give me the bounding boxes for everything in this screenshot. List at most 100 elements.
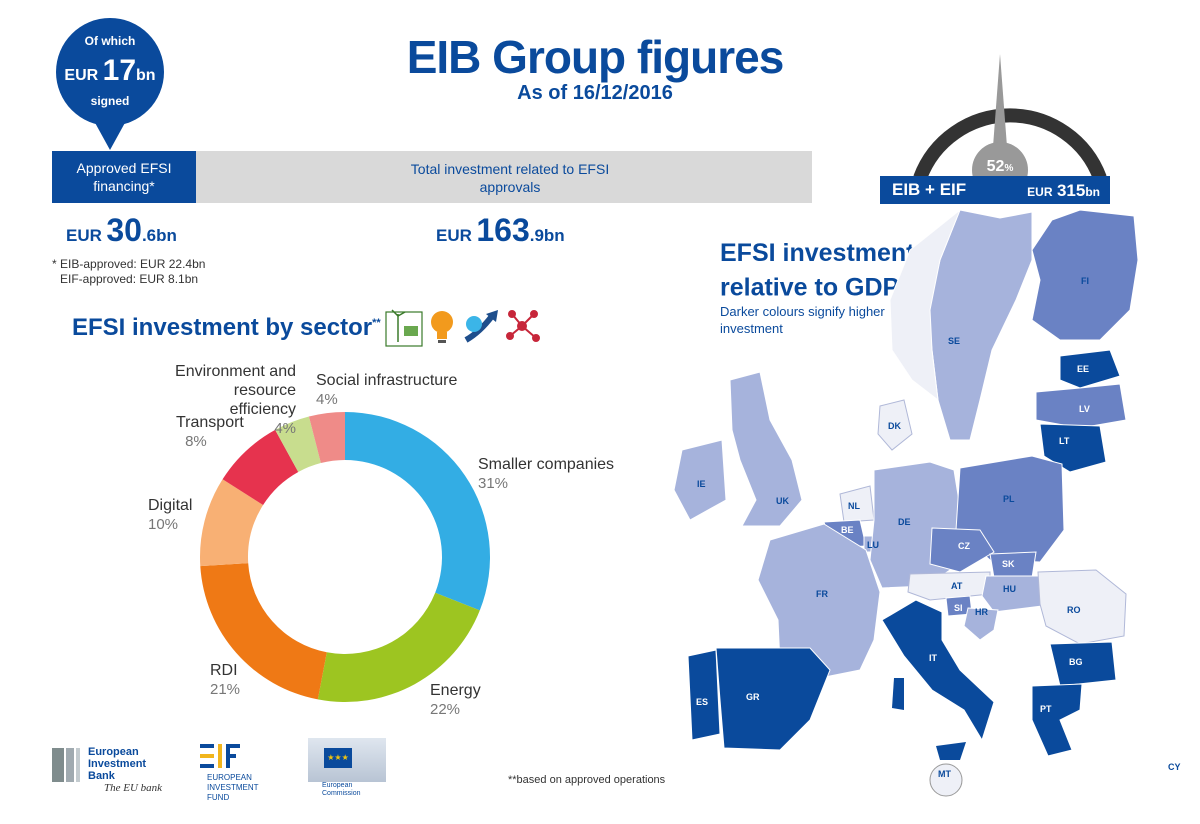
map-hu — [981, 575, 1043, 613]
eib-logo-bar3 — [76, 748, 80, 782]
sector-donut-chart — [200, 412, 491, 702]
code-gr: PT — [1040, 704, 1052, 714]
donut-slice-social-infrastructure — [308, 412, 345, 464]
map-lv — [1035, 383, 1127, 429]
code-de: DE — [898, 517, 911, 527]
approved-currency: EUR — [66, 226, 102, 245]
code-at: AT — [951, 581, 963, 591]
eib-logo-text: European Investment Bank The EU bank — [88, 746, 163, 794]
code-se: SE — [948, 336, 960, 346]
sector-icons — [385, 309, 540, 347]
europe-map: FI SE EE LV LT DK IE UK NL BE LU DE PL C… — [673, 208, 1181, 797]
code-es: GR — [746, 692, 760, 702]
code-sk: SK — [1002, 559, 1015, 569]
map-hr — [963, 607, 999, 641]
code-uk: UK — [776, 496, 789, 506]
code-bg: BG — [1069, 657, 1083, 667]
label-digital: Digital 10% — [148, 497, 193, 533]
label-transport: Transport 8% — [176, 414, 244, 450]
gauge-right-label: EUR 315bn — [1027, 181, 1100, 200]
code-fr: FR — [816, 589, 828, 599]
bubble-amount-unit: bn — [136, 67, 156, 84]
ec-logo-building: ★★★ — [308, 738, 386, 782]
approved-figure: EUR 30.6bn — [66, 212, 177, 249]
map-ee — [1059, 349, 1121, 389]
label-social-infrastructure: Social infrastructure 4% — [316, 372, 458, 408]
bubble-line1: Of which — [84, 34, 136, 48]
signed-bubble: Of which EUR 17bn signed — [56, 18, 164, 126]
eu-flag-icon: ★★★ — [324, 748, 352, 768]
code-cz: CZ — [958, 541, 970, 551]
map-dk — [877, 399, 913, 451]
map-country-codes: FI SE EE LV LT DK IE UK NL BE LU DE PL C… — [696, 276, 1181, 779]
code-lt: LT — [1059, 436, 1070, 446]
map-lt — [1039, 423, 1107, 473]
donut-slice-transport — [222, 429, 299, 506]
donut-slice-energy — [317, 592, 480, 702]
label-smaller-companies: Smaller companies 31% — [478, 456, 615, 492]
map-mt — [929, 763, 963, 797]
donut-slice-smaller-companies — [345, 412, 491, 611]
map-gr — [1031, 683, 1083, 757]
code-lv: LV — [1079, 404, 1090, 414]
approved-tail: .6bn — [141, 226, 177, 245]
map-bg — [1049, 641, 1117, 687]
map-it-sicily — [936, 742, 966, 760]
bubble-amount: EUR 17bn — [56, 54, 164, 88]
gauge-bar: EIB + EIF EUR 315bn — [880, 176, 1110, 204]
total-currency: EUR — [436, 226, 472, 245]
code-cy: CY — [1168, 762, 1181, 772]
donut-slice-digital — [200, 479, 264, 567]
eif-logo-text: EUROPEAN INVESTMENT FUND — [207, 773, 259, 802]
code-si: SI — [954, 603, 963, 613]
page-subtitle: As of 16/12/2016 — [517, 82, 673, 104]
label-energy: Energy 22% — [430, 682, 481, 718]
approved-footnote: * EIB-approved: EUR 22.4bn EIF-approved:… — [52, 257, 205, 287]
eib-logo-bar2 — [66, 748, 74, 782]
growth-arrow-icon — [464, 310, 498, 343]
code-mt: MT — [938, 769, 951, 779]
sector-title: EFSI investment by sector** — [72, 314, 381, 341]
code-hr: HR — [975, 607, 988, 617]
map-es — [715, 647, 831, 751]
approved-financing-label: Approved EFSI financing* — [52, 151, 196, 203]
code-hu: HU — [1003, 584, 1016, 594]
footnote-line1: * EIB-approved: EUR 22.4bn — [52, 257, 206, 271]
donut-slice-rdi — [200, 563, 327, 700]
code-it: IT — [929, 653, 938, 663]
total-figure: EUR 163.9bn — [436, 212, 565, 249]
page-title: EIB Group figures — [406, 31, 785, 83]
gauge-left-label: EIB + EIF — [892, 180, 967, 199]
code-nl: NL — [848, 501, 860, 511]
label-rdi: RDI 21% — [210, 662, 241, 698]
map-cz — [929, 527, 995, 573]
map-no — [889, 208, 962, 402]
map-ro — [1037, 569, 1127, 645]
network-icon — [506, 310, 540, 342]
label-environment: Environment and resource efficiency 4% — [175, 363, 296, 437]
eib-logo-bar1 — [52, 748, 64, 782]
map-uk — [729, 371, 803, 527]
gauge-needle — [992, 54, 1008, 160]
gauge-percent: 52% — [986, 158, 1014, 175]
map-it — [881, 599, 995, 742]
code-ie: IE — [697, 479, 706, 489]
approved-main: 30 — [106, 212, 142, 248]
total-tail: .9bn — [529, 226, 565, 245]
donut-slice-environment-and-resource-efficiency — [275, 416, 321, 472]
wind-solar-icon — [385, 309, 423, 347]
map-pt — [687, 649, 721, 741]
code-be: BE — [841, 525, 854, 535]
code-dk: DK — [888, 421, 901, 431]
eif-logo-mark — [200, 744, 240, 772]
map-fr — [757, 523, 881, 679]
code-fi: FI — [1081, 276, 1089, 286]
code-ro: RO — [1067, 605, 1081, 615]
total-main: 163 — [476, 212, 530, 248]
bubble-currency: EUR — [64, 67, 99, 84]
footnote-line2: EIF-approved: EUR 8.1bn — [60, 272, 199, 286]
gdp-title: EFSI investment relative to GDP** — [720, 239, 915, 302]
code-pt: ES — [696, 697, 708, 707]
code-ee: EE — [1077, 364, 1089, 374]
map-it-sardinia — [892, 678, 904, 710]
